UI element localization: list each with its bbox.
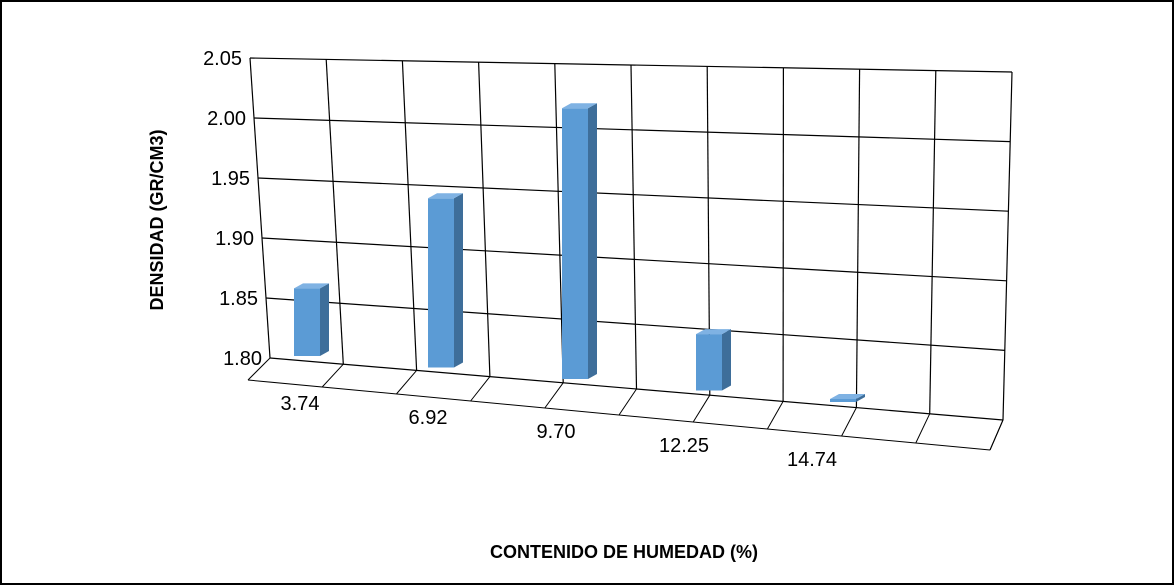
bar-side-face bbox=[722, 329, 731, 391]
bar-side-face bbox=[454, 193, 463, 368]
bar-front-face bbox=[830, 399, 856, 402]
x-tick-label: 14.74 bbox=[787, 449, 837, 471]
bar bbox=[562, 103, 597, 379]
bar-top-face bbox=[428, 193, 463, 199]
bar-front-face bbox=[562, 108, 588, 379]
bar bbox=[294, 283, 329, 356]
y-tick-label: 1.85 bbox=[219, 288, 258, 310]
grid-layer bbox=[247, 57, 1013, 451]
bar-front-face bbox=[696, 334, 722, 391]
grid-line-vertical bbox=[630, 64, 638, 390]
bar-top-face bbox=[294, 283, 329, 289]
floor-grid-line bbox=[841, 407, 857, 437]
bar bbox=[428, 193, 463, 368]
y-axis-title: DENSIDAD (GR/CM3) bbox=[147, 129, 167, 310]
x-tick-label: 12.25 bbox=[659, 435, 709, 457]
grid-line-vertical bbox=[401, 60, 418, 371]
grid-line-horizontal bbox=[257, 177, 1009, 212]
grid-line-vertical bbox=[249, 57, 271, 359]
y-tick-labels: 1.80 1.85 1.90 1.95 2.00 2.05 bbox=[203, 48, 262, 370]
floor-right-edge bbox=[989, 419, 1004, 451]
floor-grid-line bbox=[915, 413, 931, 444]
grid-line-horizontal bbox=[269, 357, 1004, 421]
floor-grid-line bbox=[766, 401, 784, 430]
bar-front-face bbox=[428, 198, 454, 368]
y-tick-label: 2.00 bbox=[207, 108, 246, 130]
bar-top-face bbox=[562, 103, 597, 109]
y-tick-label: 1.80 bbox=[223, 348, 262, 370]
bar-front-face bbox=[294, 288, 320, 356]
bar bbox=[830, 394, 865, 402]
x-axis-title: CONTENIDO DE HUMEDAD (%) bbox=[490, 542, 758, 562]
bar-side-face bbox=[856, 394, 865, 402]
floor-grid-line bbox=[396, 370, 417, 395]
y-tick-label: 2.05 bbox=[203, 48, 242, 70]
grid-line-vertical bbox=[1002, 71, 1013, 421]
grid-line-horizontal bbox=[249, 57, 1013, 73]
floor-grid-line bbox=[618, 388, 637, 416]
y-tick-label: 1.90 bbox=[215, 228, 254, 250]
y-tick-label: 1.95 bbox=[211, 168, 250, 190]
x-tick-label: 6.92 bbox=[409, 407, 448, 429]
floor-grid-line bbox=[321, 363, 344, 388]
grid-line-horizontal bbox=[253, 117, 1011, 143]
grid-line-horizontal bbox=[265, 297, 1005, 351]
grid-line-horizontal bbox=[261, 237, 1007, 282]
floor-grid-line bbox=[692, 394, 711, 423]
bars-layer bbox=[294, 103, 865, 402]
x-tick-label: 9.70 bbox=[537, 421, 576, 443]
grid-line-vertical bbox=[929, 70, 937, 414]
bar-top-face bbox=[830, 394, 865, 399]
grid-line-vertical bbox=[478, 62, 491, 377]
grid-line-vertical bbox=[325, 59, 344, 365]
x-tick-label: 3.74 bbox=[281, 393, 320, 415]
bar-side-face bbox=[320, 283, 329, 356]
floor-front-edge bbox=[247, 379, 991, 451]
grid-line-vertical bbox=[855, 69, 861, 408]
floor-grid-line bbox=[470, 376, 491, 402]
floor-grid-line bbox=[247, 357, 271, 381]
bar bbox=[696, 329, 731, 391]
bar-top-face bbox=[696, 329, 731, 335]
bar-side-face bbox=[588, 103, 597, 379]
grid-line-vertical bbox=[554, 63, 564, 383]
x-tick-labels: 3.74 6.92 9.70 12.25 14.74 bbox=[281, 393, 838, 471]
floor-grid-line bbox=[544, 382, 564, 409]
